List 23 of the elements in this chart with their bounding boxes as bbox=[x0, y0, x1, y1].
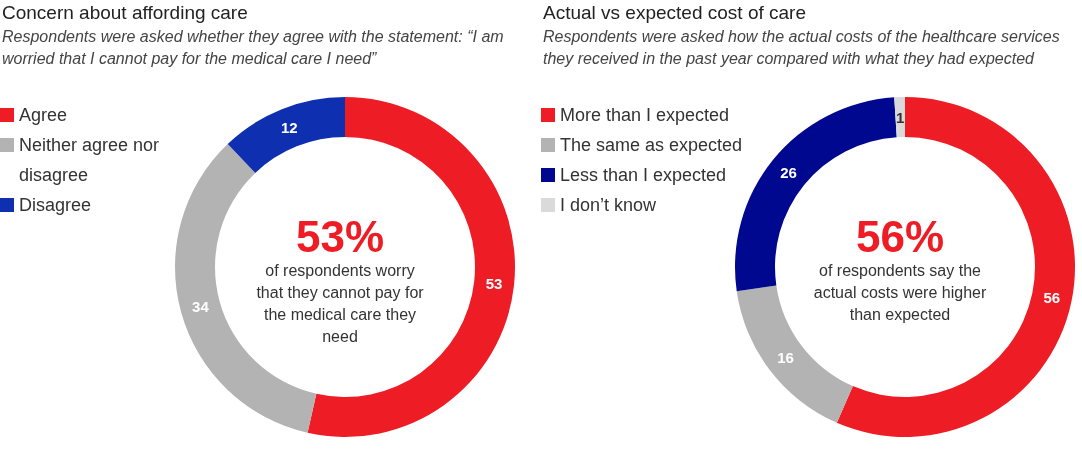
chart-title: Concern about affording care bbox=[2, 2, 249, 24]
data-label: 26 bbox=[780, 163, 797, 181]
chart-subtitle: Respondents were asked how the actual costs of the healthcare services they received in the past year compared with what they had expected bbox=[543, 27, 1061, 69]
legend-label: The same as expected bbox=[560, 134, 743, 157]
text: of respondents say the actual costs were higher than expected bbox=[812, 261, 988, 325]
data-label: 56 bbox=[1043, 289, 1061, 307]
legend-label: Agree bbox=[19, 104, 68, 127]
data-label: 16 bbox=[777, 349, 794, 367]
chart-subtitle: Respondents were asked whether they agree with the statement: “I am worried that I cannot pay for the medical care I need” bbox=[2, 27, 505, 69]
data-label: 34 bbox=[192, 298, 210, 316]
legend-label: I don’t know bbox=[560, 194, 657, 217]
data-label: 1 bbox=[896, 108, 905, 126]
text: 53% bbox=[294, 212, 386, 261]
text: 56% bbox=[854, 212, 946, 261]
chart-title: Actual vs expected cost of care bbox=[543, 2, 807, 24]
legend-label: Disagree bbox=[19, 194, 92, 217]
legend-label: Less than I expected bbox=[560, 164, 727, 187]
text: of respondents worry that they cannot pay for the medical care they need bbox=[255, 261, 425, 347]
data-label: 53 bbox=[485, 275, 503, 293]
data-label: 12 bbox=[280, 119, 298, 137]
donut-slice bbox=[227, 97, 345, 173]
legend-label: Neither agree nor disagree bbox=[19, 134, 160, 187]
legend-label: More than I expected bbox=[560, 104, 730, 127]
